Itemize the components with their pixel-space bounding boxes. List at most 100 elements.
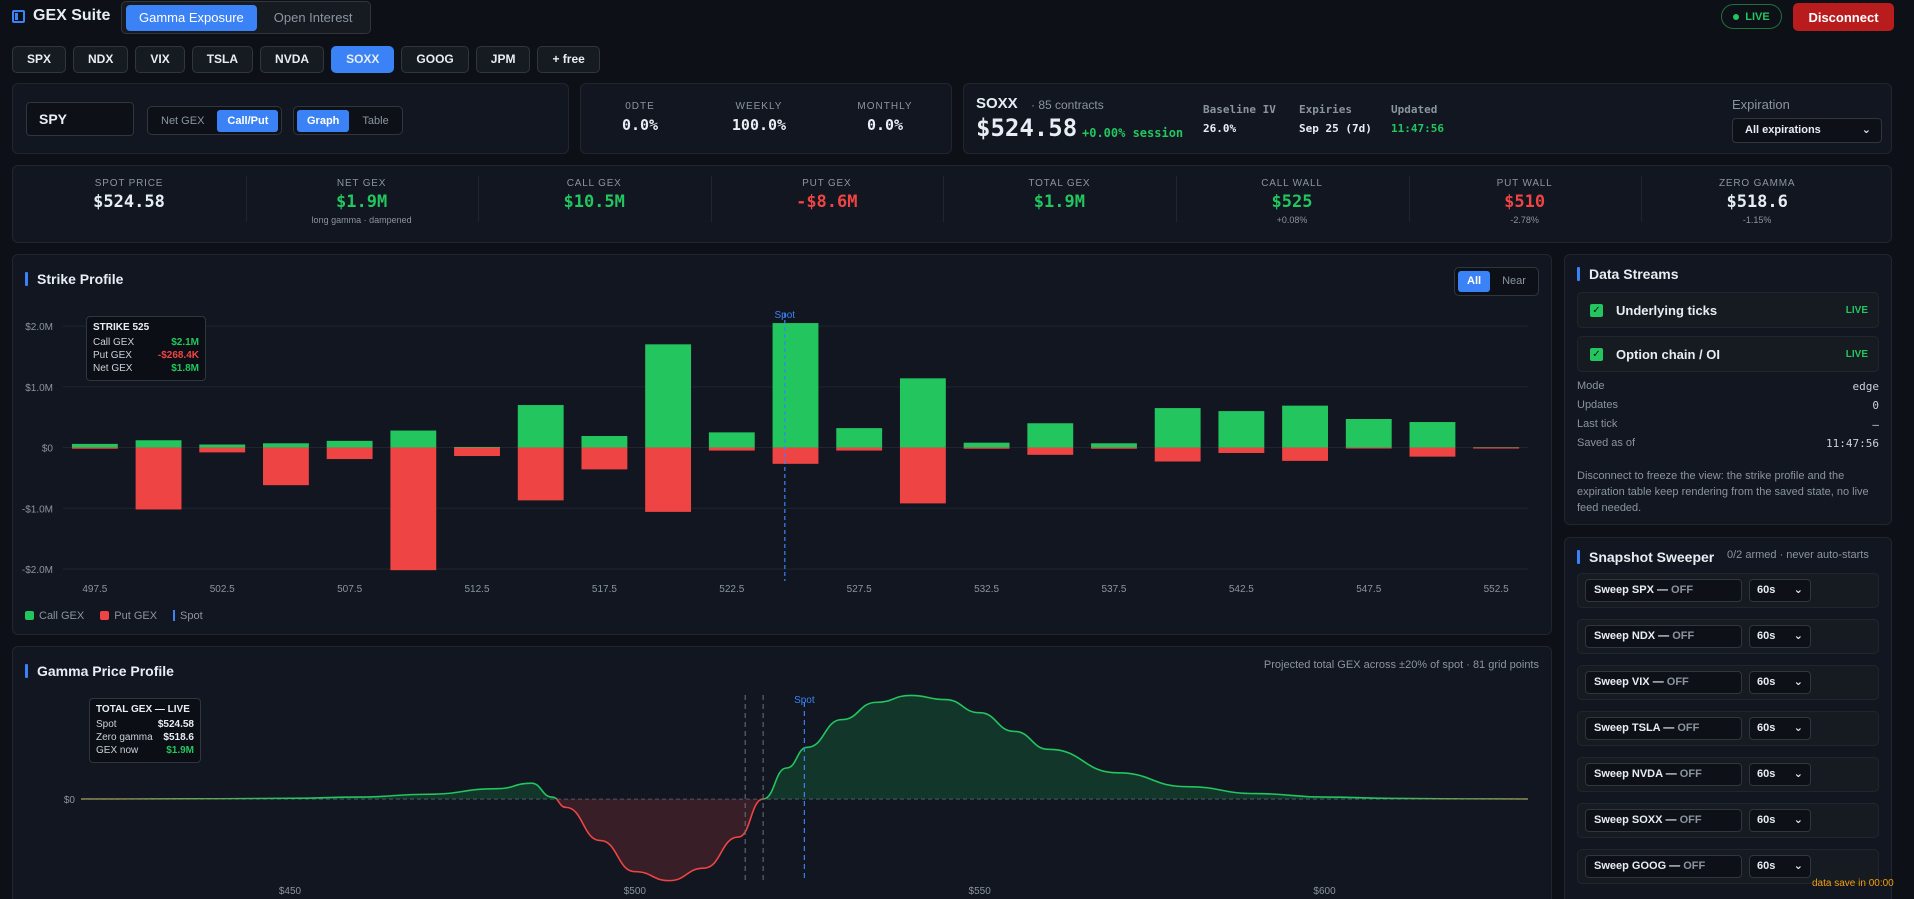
graph-button[interactable]: Graph bbox=[297, 109, 350, 132]
symbol-tab-ndx[interactable]: NDX bbox=[73, 46, 129, 73]
dte-0dte: 0DTE 0.0% bbox=[590, 101, 690, 134]
call-gex-bar bbox=[899, 378, 946, 448]
app-logo: GEX Suite bbox=[12, 7, 110, 25]
sweep-toggle-button[interactable]: Sweep SPX — OFF bbox=[1585, 579, 1742, 602]
stream-option-chain[interactable]: ✓ Option chain / OI LIVE bbox=[1577, 336, 1879, 372]
sweep-toggle-button[interactable]: Sweep VIX — OFF bbox=[1585, 671, 1742, 694]
stat-value: $525 bbox=[1271, 192, 1313, 212]
live-status-label: LIVE bbox=[1745, 10, 1770, 23]
call-gex-bar bbox=[581, 436, 628, 448]
range-all-button[interactable]: All bbox=[1458, 271, 1491, 292]
tooltip-key: Put GEX bbox=[93, 350, 132, 361]
symbol-tab-tsla[interactable]: TSLA bbox=[191, 46, 254, 73]
put-gex-bar bbox=[645, 447, 692, 512]
strike-tooltip: STRIKE 525 Call GEX $2.1M Put GEX -$268.4K… bbox=[86, 316, 206, 381]
sweep-interval-select[interactable]: 60s ⌄ bbox=[1749, 579, 1811, 602]
sweep-toggle-button[interactable]: Sweep TSLA — OFF bbox=[1585, 717, 1742, 740]
x-tick-label: 552.5 bbox=[1484, 584, 1509, 595]
stat-divider bbox=[943, 176, 945, 222]
info-value: 0 bbox=[1872, 399, 1879, 412]
call-gex-bar bbox=[772, 323, 819, 448]
table-button[interactable]: Table bbox=[362, 114, 389, 127]
sweep-row-tsla: Sweep TSLA — OFF 60s ⌄ bbox=[1577, 711, 1879, 746]
call-gex-bar bbox=[263, 443, 309, 448]
sweep-interval-select[interactable]: 60s ⌄ bbox=[1749, 809, 1811, 832]
sweep-interval-select[interactable]: 60s ⌄ bbox=[1749, 625, 1811, 648]
range-near-button[interactable]: Near bbox=[1502, 275, 1526, 287]
put-gex-bar bbox=[1218, 447, 1265, 453]
symbol-tab-jpm[interactable]: JPM bbox=[475, 46, 531, 73]
dte-value: 0.0% bbox=[621, 116, 659, 134]
put-gex-bar bbox=[390, 447, 437, 571]
tab-gamma-exposure[interactable]: Gamma Exposure bbox=[126, 4, 257, 31]
symbol-input[interactable] bbox=[26, 102, 134, 136]
stat-value: $1.9M bbox=[336, 192, 388, 212]
disconnect-button[interactable]: Disconnect bbox=[1793, 3, 1894, 31]
mode-tabs: Gamma Exposure Open Interest bbox=[121, 1, 371, 34]
tooltip-row: Call GEX $2.1M bbox=[93, 336, 199, 349]
sweep-toggle-button[interactable]: Sweep NVDA — OFF bbox=[1585, 763, 1742, 786]
call-gex-bar bbox=[708, 432, 755, 448]
dte-label: MONTHLY bbox=[857, 101, 913, 112]
info-key: Last tick bbox=[1577, 418, 1618, 430]
call-gex-bar bbox=[1027, 423, 1074, 448]
legend-label: Put GEX bbox=[114, 610, 158, 622]
sweep-interval-select[interactable]: 60s ⌄ bbox=[1749, 671, 1811, 694]
call-gex-bar bbox=[1218, 411, 1265, 448]
snapshot-sweeper-panel: Snapshot Sweeper 0/2 armed · never auto-… bbox=[1564, 537, 1892, 899]
x-tick-label: $550 bbox=[969, 886, 992, 897]
net-gex-button[interactable]: Net GEX bbox=[161, 114, 205, 127]
tooltip-value: $1.8M bbox=[171, 363, 199, 374]
sweep-toggle-button[interactable]: Sweep SOXX — OFF bbox=[1585, 809, 1742, 832]
symbol-tab-nvda[interactable]: NVDA bbox=[260, 46, 325, 73]
sweep-interval-select[interactable]: 60s ⌄ bbox=[1749, 855, 1811, 878]
put-gex-bar bbox=[772, 447, 819, 464]
tab-open-interest[interactable]: Open Interest bbox=[273, 9, 353, 25]
y-tick-label: $2.0M bbox=[25, 322, 53, 333]
stat-divider bbox=[1176, 176, 1177, 222]
sweep-label: Sweep GOOG — bbox=[1594, 860, 1681, 872]
call-gex-bar bbox=[963, 442, 1010, 448]
baseline-iv: Baseline IV 26.0% bbox=[1203, 103, 1276, 135]
stat-spot-price: SPOT PRICE $524.58 bbox=[13, 166, 245, 230]
stream-name: Option chain / OI bbox=[1616, 347, 1720, 362]
put-gex-bar bbox=[899, 447, 946, 504]
gamma-tooltip: TOTAL GEX — LIVE Spot $524.58 Zero gamma $… bbox=[89, 698, 201, 763]
sweep-interval-select[interactable]: 60s ⌄ bbox=[1749, 763, 1811, 786]
sweep-toggle-button[interactable]: Sweep NDX — OFF bbox=[1585, 625, 1742, 648]
sweep-interval: 60s bbox=[1757, 768, 1776, 780]
checkbox-checked-icon[interactable]: ✓ bbox=[1590, 348, 1603, 361]
expiration-select[interactable]: All expirations ⌄ bbox=[1732, 118, 1882, 143]
symbol-tab-spx[interactable]: SPX bbox=[12, 46, 67, 73]
updated: Updated 11:47:56 bbox=[1391, 103, 1444, 135]
live-dot-icon bbox=[1733, 13, 1740, 20]
spot-label: Spot bbox=[794, 695, 815, 706]
sweep-state: OFF bbox=[1679, 814, 1702, 826]
sweep-row-soxx: Sweep SOXX — OFF 60s ⌄ bbox=[1577, 803, 1879, 838]
quote-price: $524.58 bbox=[976, 114, 1078, 142]
symbol-tab-goog[interactable]: GOOG bbox=[401, 46, 469, 73]
checkbox-checked-icon[interactable]: ✓ bbox=[1590, 304, 1603, 317]
call-put-button[interactable]: Call/Put bbox=[217, 109, 279, 132]
sidebar-panel-icon bbox=[12, 9, 25, 23]
stat-net-gex: NET GEX $1.9M long gamma · dampened bbox=[246, 166, 478, 230]
put-gex-bar bbox=[581, 447, 628, 470]
y-tick-label: -$1.0M bbox=[22, 504, 53, 515]
app-header: GEX Suite Gamma Exposure Open Interest L… bbox=[0, 0, 1914, 34]
dte-monthly: MONTHLY 0.0% bbox=[835, 101, 935, 134]
expiries-value: Sep 25 (7d) bbox=[1299, 122, 1372, 135]
add-free-symbol-button[interactable]: + free bbox=[537, 46, 600, 73]
sweep-state: OFF bbox=[1671, 584, 1694, 596]
symbol-tab-soxx[interactable]: SOXX bbox=[331, 46, 395, 73]
info-mode: Mode edge bbox=[1577, 380, 1879, 393]
symbol-tab-vix[interactable]: VIX bbox=[135, 46, 185, 73]
stat-sub: -2.78% bbox=[1510, 215, 1539, 225]
strike-profile-title: Strike Profile bbox=[25, 271, 123, 287]
x-tick-label: $450 bbox=[279, 886, 302, 897]
stream-underlying-ticks[interactable]: ✓ Underlying ticks LIVE bbox=[1577, 292, 1879, 328]
stat-call-gex: CALL GEX $10.5M bbox=[478, 166, 710, 230]
stat-zero-gamma: ZERO GAMMA $518.6 -1.15% bbox=[1641, 166, 1873, 230]
sweep-interval-select[interactable]: 60s ⌄ bbox=[1749, 717, 1811, 740]
sweep-toggle-button[interactable]: Sweep GOOG — OFF bbox=[1585, 855, 1742, 878]
stat-divider bbox=[1408, 176, 1410, 222]
